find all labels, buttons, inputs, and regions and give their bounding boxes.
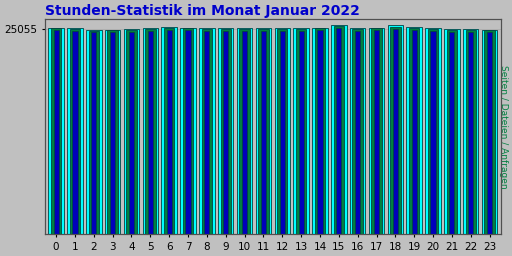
- Bar: [49, 28, 64, 234]
- Bar: [277, 29, 287, 234]
- Bar: [223, 31, 228, 234]
- Bar: [124, 29, 139, 234]
- Bar: [89, 31, 99, 234]
- Bar: [280, 31, 285, 234]
- Bar: [412, 30, 417, 234]
- Bar: [202, 29, 212, 234]
- Bar: [274, 28, 290, 234]
- Bar: [240, 29, 250, 234]
- Bar: [105, 30, 120, 234]
- Bar: [334, 26, 344, 234]
- Bar: [166, 30, 172, 234]
- Bar: [487, 33, 492, 234]
- Bar: [312, 28, 328, 234]
- Bar: [374, 30, 379, 234]
- Bar: [183, 28, 193, 234]
- Bar: [237, 28, 252, 234]
- Bar: [444, 29, 460, 234]
- Bar: [355, 31, 360, 234]
- Bar: [369, 28, 384, 234]
- Bar: [482, 30, 497, 234]
- Bar: [199, 28, 215, 234]
- Bar: [185, 30, 190, 234]
- Bar: [110, 32, 115, 234]
- Bar: [352, 29, 363, 234]
- Bar: [465, 30, 476, 234]
- Bar: [296, 29, 306, 234]
- Bar: [484, 30, 495, 234]
- Bar: [350, 28, 366, 234]
- Bar: [164, 28, 175, 234]
- Bar: [298, 31, 304, 234]
- Bar: [468, 32, 473, 234]
- Bar: [450, 32, 455, 234]
- Bar: [148, 31, 153, 234]
- Bar: [317, 30, 323, 234]
- Bar: [51, 28, 61, 234]
- Bar: [221, 29, 231, 234]
- Bar: [180, 28, 196, 234]
- Bar: [129, 32, 134, 234]
- Bar: [390, 27, 400, 234]
- Bar: [145, 29, 156, 234]
- Bar: [425, 28, 441, 234]
- Bar: [261, 31, 266, 234]
- Bar: [67, 28, 82, 234]
- Bar: [446, 30, 457, 234]
- Bar: [161, 27, 177, 234]
- Bar: [242, 31, 247, 234]
- Bar: [54, 30, 59, 234]
- Bar: [143, 28, 158, 234]
- Bar: [407, 27, 422, 234]
- Bar: [204, 31, 209, 234]
- Bar: [255, 28, 271, 234]
- Bar: [431, 31, 436, 234]
- Bar: [331, 25, 347, 234]
- Bar: [371, 28, 381, 234]
- Bar: [70, 29, 80, 234]
- Text: Stunden-Statistik im Monat Januar 2022: Stunden-Statistik im Monat Januar 2022: [45, 4, 360, 18]
- Bar: [108, 30, 118, 234]
- Bar: [218, 28, 233, 234]
- Y-axis label: Seiten / Dateien / Anfragen: Seiten / Dateien / Anfragen: [499, 65, 508, 189]
- Bar: [409, 28, 419, 234]
- Bar: [126, 30, 137, 234]
- Bar: [393, 29, 398, 234]
- Bar: [293, 28, 309, 234]
- Bar: [72, 31, 77, 234]
- Bar: [428, 29, 438, 234]
- Bar: [315, 28, 325, 234]
- Bar: [91, 33, 96, 234]
- Bar: [336, 28, 342, 234]
- Bar: [86, 30, 101, 234]
- Bar: [463, 29, 478, 234]
- Bar: [388, 26, 403, 234]
- Bar: [258, 29, 269, 234]
